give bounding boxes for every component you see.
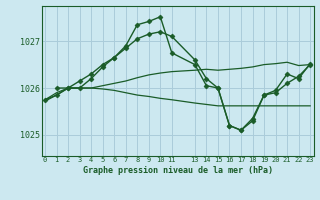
X-axis label: Graphe pression niveau de la mer (hPa): Graphe pression niveau de la mer (hPa) — [83, 166, 273, 175]
